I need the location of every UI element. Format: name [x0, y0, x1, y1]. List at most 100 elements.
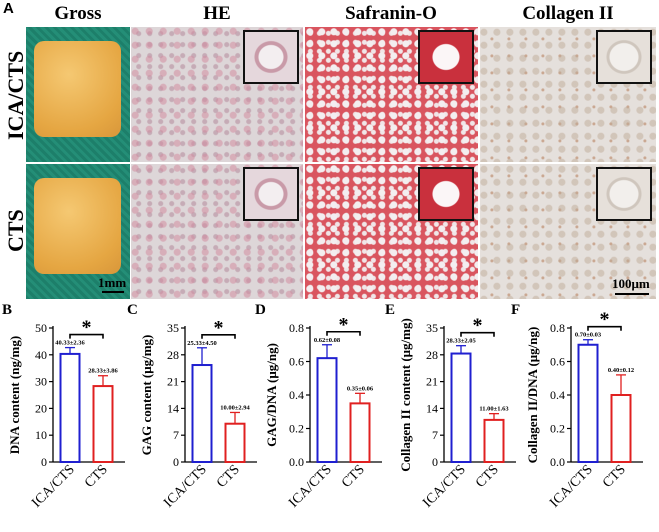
y-tick-label-e: 21 — [426, 375, 438, 389]
gross-image-cts: 1mm — [26, 164, 130, 299]
y-tick-label-e: 35 — [426, 321, 438, 335]
significance-star-c: * — [214, 317, 224, 339]
he-image-cts — [131, 164, 303, 299]
bar-b-0 — [59, 352, 81, 463]
scale-label-gross: 1mm — [98, 275, 127, 290]
magnified-inset — [418, 167, 474, 221]
bar-d-0 — [316, 357, 338, 463]
x-tick-label-d-1: CTS — [339, 462, 368, 491]
y-tick-label-e: 0 — [432, 455, 438, 469]
y-tick-label-b: 20 — [35, 401, 47, 415]
significance-star-b: * — [82, 317, 92, 339]
collagen-image-ica-cts — [480, 27, 656, 162]
y-axis-label-c: GAG content (μg/mg) — [139, 335, 154, 456]
bar-e-1 — [483, 418, 505, 463]
panel-c-label: C — [127, 302, 138, 318]
column-header-gross: Gross — [54, 3, 102, 24]
column-header-collagen: Collagen II — [522, 3, 614, 24]
magnified-inset — [243, 30, 299, 84]
x-tick-label-e-0: ICA/CTS — [420, 462, 469, 511]
value-label-d-0: 0.62±0.08 — [314, 337, 341, 344]
y-tick-label-c: 7 — [173, 428, 179, 442]
x-tick-label-b-0: ICA/CTS — [29, 462, 78, 511]
x-tick-label-b-1: CTS — [82, 462, 111, 491]
y-tick-label-d: 0.4 — [289, 388, 304, 402]
y-tick-label-b: 0 — [41, 455, 47, 469]
row-label-cts: CTS — [3, 209, 28, 253]
y-tick-label-b: 10 — [35, 428, 47, 442]
gross-image-ica-cts — [26, 27, 130, 162]
significance-star-d: * — [339, 314, 349, 336]
y-tick-label-b: 40 — [35, 348, 47, 362]
y-tick-label-f: 0.4 — [550, 388, 565, 402]
panel-f-label: F — [511, 302, 520, 318]
scale-label-micro: 100μm — [612, 276, 650, 291]
bar-c-0 — [191, 364, 213, 463]
magnified-inset — [243, 167, 299, 221]
bar-f-0 — [577, 343, 599, 463]
y-tick-label-f: 0.6 — [550, 355, 565, 369]
y-tick-label-c: 0 — [173, 455, 179, 469]
y-tick-label-c: 14 — [167, 401, 179, 415]
y-tick-label-f: 0.2 — [550, 422, 565, 436]
x-tick-label-c-0: ICA/CTS — [161, 462, 210, 511]
row-label-ica-cts: ICA/CTS — [3, 50, 28, 141]
value-label-b-1: 28.33±3.86 — [88, 368, 118, 375]
y-tick-label-e: 14 — [426, 401, 438, 415]
value-label-c-0: 25.33±4.50 — [187, 340, 217, 347]
collagen-image-cts: 100μm — [480, 164, 656, 299]
column-header-he: HE — [203, 3, 231, 24]
y-tick-label-e: 7 — [432, 428, 438, 442]
bar-e-0 — [450, 352, 472, 464]
safranin-image-cts — [305, 164, 478, 299]
magnified-inset — [418, 30, 474, 84]
bar-f-1 — [610, 394, 632, 463]
significance-star-f: * — [600, 309, 610, 331]
y-axis-label-d: GAG/DNA (μg/ng) — [264, 343, 279, 447]
significance-bracket-e — [460, 331, 495, 337]
significance-star-e: * — [473, 315, 483, 337]
y-tick-label-b: 50 — [35, 321, 47, 335]
significance-bracket-c — [201, 333, 236, 339]
y-axis-label-e: Collagen II content (μg/mg) — [398, 318, 413, 472]
he-image-ica-cts — [131, 27, 303, 162]
significance-bracket-d — [326, 330, 361, 336]
bar-b-1 — [92, 385, 114, 463]
value-label-e-0: 28.33±2.05 — [446, 338, 476, 345]
scaffold-sample — [34, 178, 121, 274]
y-tick-label-b: 30 — [35, 375, 47, 389]
bar-c-1 — [224, 422, 246, 463]
x-tick-label-e-1: CTS — [473, 462, 502, 491]
y-tick-label-f: 0.0 — [550, 455, 565, 469]
column-header-safranin: Safranin-O — [345, 3, 437, 24]
scaffold-sample — [34, 41, 121, 137]
panel-d-label: D — [255, 302, 266, 318]
panel-b-label: B — [2, 302, 12, 318]
safranin-image-ica-cts — [305, 27, 478, 162]
y-axis-label-b: DNA content (ng/mg) — [7, 336, 22, 454]
value-label-c-1: 10.00±2.94 — [220, 404, 250, 411]
magnified-inset — [596, 167, 652, 221]
y-tick-label-c: 28 — [167, 348, 179, 362]
y-tick-label-d: 0.6 — [289, 355, 304, 369]
value-label-f-1: 0.40±0.12 — [608, 367, 634, 374]
panel-a-label: A — [3, 0, 14, 17]
scale-bar — [102, 291, 124, 293]
significance-bracket-f — [587, 325, 622, 331]
y-tick-label-d: 0.0 — [289, 455, 304, 469]
y-tick-label-c: 21 — [167, 375, 179, 389]
y-tick-label-d: 0.2 — [289, 422, 304, 436]
bar-d-1 — [349, 402, 371, 463]
significance-bracket-b — [69, 333, 104, 339]
y-tick-label-c: 35 — [167, 321, 179, 335]
bar-charts: B DNA content (ng/mg) 0 10 20 30 40 50 40.33±2.3… — [2, 302, 643, 511]
y-tick-label-d: 0.8 — [289, 321, 304, 335]
x-tick-label-d-0: ICA/CTS — [286, 462, 335, 511]
magnified-inset — [596, 30, 652, 84]
value-label-b-0: 40.33±2.36 — [55, 340, 85, 347]
x-tick-label-f-0: ICA/CTS — [547, 462, 596, 511]
x-tick-label-f-1: CTS — [600, 462, 629, 491]
value-label-d-1: 0.35±0.06 — [347, 385, 374, 392]
y-tick-label-e: 28 — [426, 348, 438, 362]
y-tick-label-f: 0.8 — [550, 321, 565, 335]
